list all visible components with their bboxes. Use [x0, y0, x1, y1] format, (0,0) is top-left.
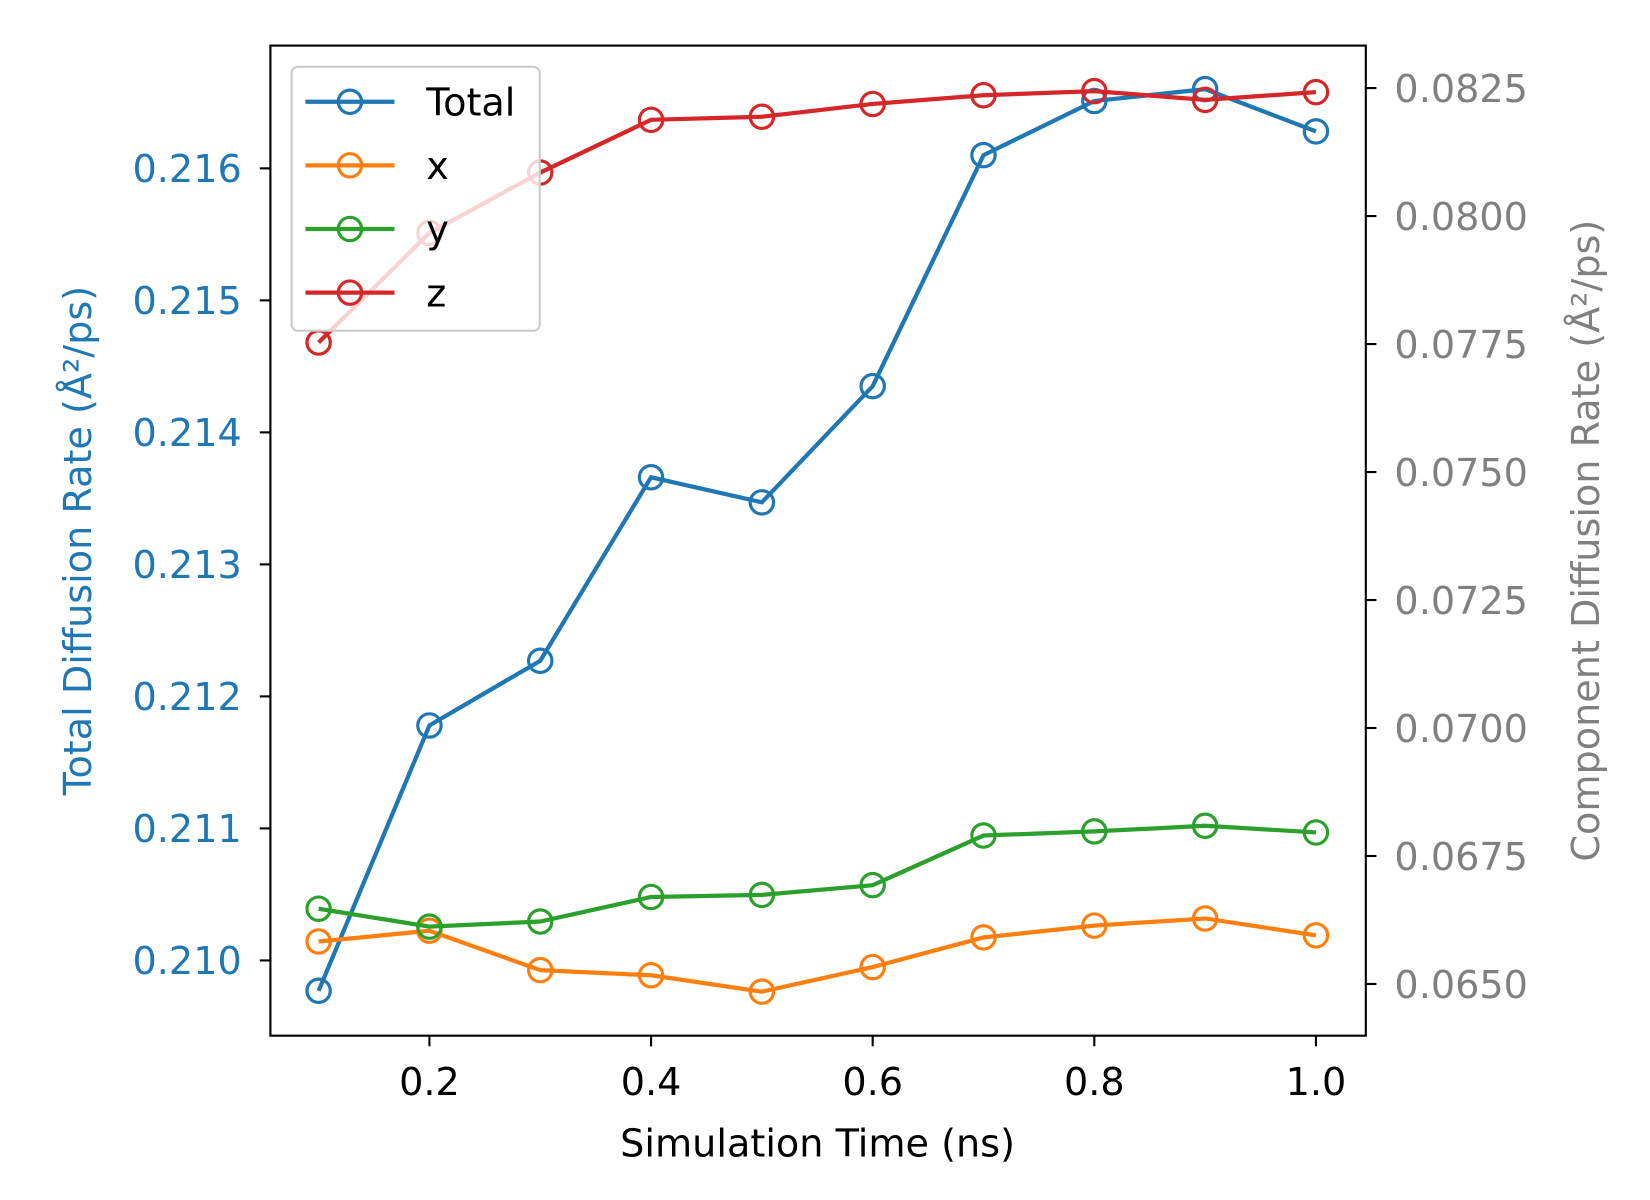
y-right-tick-label: 0.0650 — [1394, 963, 1528, 1007]
legend-item-y: y — [305, 208, 449, 252]
y-right-tick-label: 0.0800 — [1394, 195, 1528, 239]
data-point — [637, 464, 665, 491]
series-x — [305, 905, 1330, 1005]
y-right-tick-label: 0.0750 — [1394, 451, 1528, 495]
data-point — [1191, 812, 1219, 840]
data-point — [526, 908, 554, 935]
legend-label: x — [426, 144, 449, 188]
data-point — [970, 924, 997, 951]
legend: Total xyz — [290, 65, 541, 332]
legend-marker — [336, 279, 364, 306]
legend-label: z — [426, 271, 446, 315]
data-point — [970, 81, 997, 109]
legend-label: y — [426, 208, 449, 252]
series-y — [305, 812, 1330, 940]
data-point — [1081, 77, 1108, 105]
legend-item-x: x — [305, 144, 449, 188]
axes: 0.2 0.4 0.6 0.8 1.0 0.210 0.211 0.212 0.213 0.214… — [133, 67, 1528, 1104]
legend-item-z: z — [305, 271, 446, 315]
y-left-tick-label: 0.210 — [133, 939, 242, 983]
y-axis-right-label: Component Diffusion Rate (Å²/ps) — [1562, 220, 1608, 862]
y-left-tick-label: 0.214 — [133, 411, 242, 455]
data-point — [526, 956, 554, 984]
legend-frame — [290, 65, 541, 332]
data-point — [526, 647, 554, 675]
data-point — [1191, 86, 1219, 114]
x-tick-label: 0.4 — [621, 1060, 682, 1104]
data-point — [859, 90, 886, 118]
legend-marker — [336, 152, 364, 179]
data-point — [748, 881, 776, 909]
data-point — [1302, 819, 1330, 846]
data-point — [637, 106, 665, 134]
data-point — [305, 928, 332, 955]
series-line — [318, 916, 1317, 994]
y-right-tick-label: 0.0775 — [1394, 323, 1528, 367]
y-right-tick-label: 0.0675 — [1394, 835, 1528, 879]
y-left-tick-label: 0.212 — [133, 675, 242, 719]
legend-item-total: Total — [305, 81, 515, 125]
data-point — [1081, 818, 1108, 845]
data-point — [1302, 118, 1330, 145]
legend-marker — [336, 88, 364, 116]
y-right-tick-label: 0.0700 — [1394, 707, 1528, 751]
series-line — [318, 823, 1317, 929]
data-point — [1081, 912, 1108, 939]
data-point — [1302, 78, 1330, 106]
y-left-tick-label: 0.215 — [133, 279, 242, 323]
legend-marker — [336, 215, 364, 243]
plot-frame — [269, 44, 1367, 1037]
x-tick-label: 1.0 — [1286, 1060, 1347, 1104]
data-point — [1302, 922, 1330, 949]
x-axis-label: Simulation Time (ns) — [620, 1122, 1015, 1166]
y-left-tick-label: 0.213 — [133, 543, 242, 587]
y-right-tick-label: 0.0825 — [1394, 67, 1528, 111]
data-point — [748, 103, 776, 130]
y-left-tick-label: 0.216 — [133, 147, 242, 191]
x-tick-label: 0.2 — [399, 1060, 460, 1104]
plot-marks — [305, 75, 1330, 1005]
legend-label: Total — [425, 81, 515, 125]
data-point — [859, 372, 886, 400]
data-point — [970, 141, 997, 169]
y-right-tick-label: 0.0725 — [1394, 579, 1528, 623]
data-point — [416, 712, 443, 739]
data-point — [859, 871, 886, 899]
data-point — [748, 978, 776, 1005]
data-point — [859, 953, 886, 981]
data-point — [970, 822, 997, 849]
data-point — [637, 962, 665, 989]
x-tick-label: 0.6 — [842, 1060, 903, 1104]
data-point — [305, 977, 332, 1005]
y-left-tick-label: 0.211 — [133, 807, 242, 851]
y-axis-left-label: Total Diffusion Rate (Å²/ps) — [54, 286, 100, 796]
data-point — [637, 883, 665, 911]
data-point — [748, 489, 776, 516]
data-point — [305, 895, 332, 922]
data-point — [1191, 905, 1219, 932]
data-point — [416, 913, 443, 940]
x-tick-label: 0.8 — [1064, 1060, 1125, 1104]
